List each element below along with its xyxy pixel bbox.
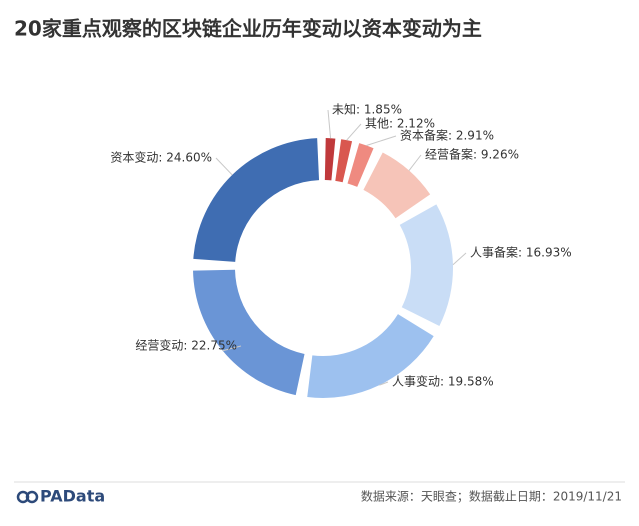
leader-line <box>222 345 242 352</box>
leader-line <box>408 154 422 171</box>
data-label: 经营变动: 22.75% <box>135 338 237 353</box>
logo-icon <box>16 490 39 504</box>
pie-segment <box>193 269 305 396</box>
leader-line <box>215 157 233 176</box>
data-label: 资本变动: 24.60% <box>110 150 212 165</box>
data-label: 未知: 1.85% <box>332 103 402 117</box>
pie-segment <box>193 138 320 262</box>
logo: PAData <box>40 487 105 506</box>
pie-segment <box>335 139 353 183</box>
pie-segment <box>324 138 336 181</box>
data-label: 经营备案: 9.26% <box>425 147 519 162</box>
data-label: 人事变动: 19.58% <box>392 374 494 389</box>
leader-line <box>452 252 467 266</box>
pie-segment <box>363 152 431 219</box>
leader-line <box>327 109 332 139</box>
data-label: 资本备案: 2.91% <box>400 128 494 143</box>
data-label: 人事备案: 16.93% <box>470 245 572 260</box>
data-label: 其他: 2.12% <box>365 117 435 131</box>
source: 数据来源：天眼查；数据截止日期：2019/11/21 <box>361 489 622 504</box>
leader-line <box>379 381 389 386</box>
chart-title: 20家重点观察的区块链企业历年变动以资本变动为主 <box>14 17 482 41</box>
pie-segment <box>307 314 434 398</box>
leader-line <box>366 135 397 146</box>
pie-segment <box>399 204 453 326</box>
pie-segment <box>347 143 374 187</box>
leader-line <box>346 123 362 141</box>
